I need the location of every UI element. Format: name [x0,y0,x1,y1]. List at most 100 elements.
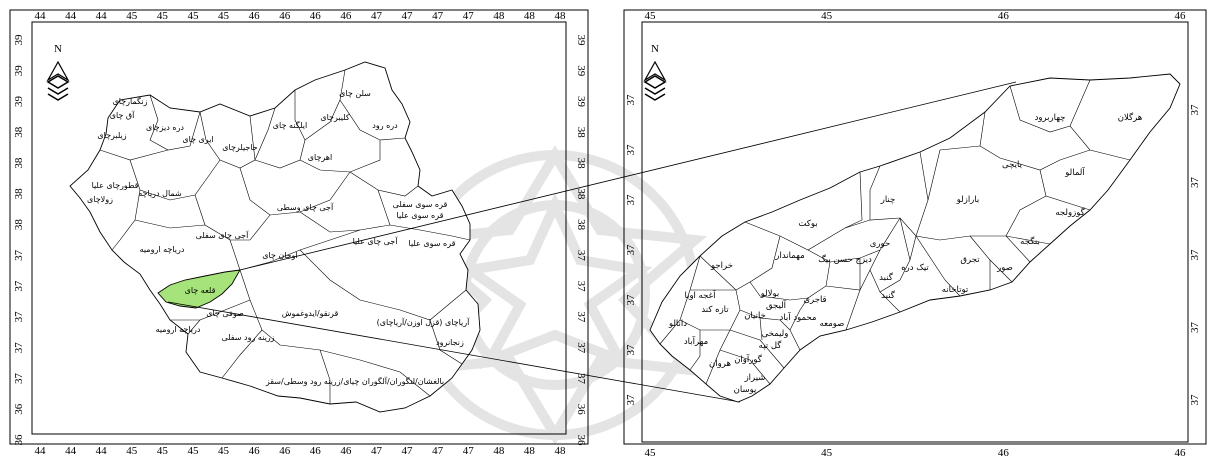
region-label: دریاچه ارومیه [156,325,201,334]
tick-label: 37 [1189,322,1201,334]
tick-label: 37 [625,394,637,406]
left-map-region-labels: زنگمارچای آق چای زیلبرچای دره دیزچای ایری چا… [87,89,470,386]
tick-label: 37 [1189,249,1201,261]
tick-label: 45 [126,10,138,22]
tick-label: 39 [13,96,25,108]
region-label: شمال دریاچه [138,189,182,198]
tick-label: 44 [35,10,47,22]
tick-label: 44 [96,445,108,457]
region-label: ایری چای [182,135,213,144]
highlighted-region-qaleh-chay [157,269,241,309]
tick-label: 38 [13,157,25,169]
tick-label: 36 [575,404,587,416]
region-label: سلن چای [339,89,371,98]
right-map-inner-frame [641,21,1189,443]
tick-label: 47 [371,10,383,22]
tick-label: 44 [65,445,77,457]
tick-label: 37 [13,342,25,354]
region-label: قره سوی سفلی [393,200,448,209]
region-label: چنار [880,195,896,205]
region-label: دره دیزچای [146,123,184,132]
right-map-left-tick-labels: 37 37 37 37 37 37 37 [625,94,637,406]
tick-label: 45 [157,445,169,457]
region-label: قره سوی علیا [409,239,456,248]
tick-label: 45 [218,10,230,22]
left-internal-boundaries [99,69,471,404]
region-label: حوری [870,239,890,249]
tick-label: 47 [402,10,414,22]
region-label: بولالو [760,289,780,299]
region-label: قرنقو/ایدوغموش [282,309,339,318]
tick-label: 45 [218,445,230,457]
tick-label: 48 [524,10,536,22]
tick-label: 37 [625,344,637,356]
tick-label: 46 [310,445,322,457]
region-label: گوزولجه [1055,207,1085,218]
tick-label: 38 [13,126,25,138]
tick-label: 37 [575,281,587,293]
tick-label: 37 [13,280,25,292]
catchment-outline [649,73,1181,403]
left-map-top-tick-labels: 44 44 44 45 45 45 45 46 46 46 46 47 47 47 47 48 48 48 [35,10,567,22]
region-label: صور [996,263,1013,273]
left-map-bottom-tick-labels: 44 44 44 45 45 45 45 46 46 46 46 47 47 47 47 48 48 48 [35,445,567,457]
north-arrow-label: N [54,43,62,55]
region-label: محمود آباد [780,311,817,323]
tick-label: 46 [249,445,261,457]
region-label: مهماندار [774,251,804,261]
right-internal-boundaries [659,79,1131,385]
region-label: بارازلو [956,195,980,205]
tick-label: 46 [279,10,291,22]
region-label: دریاچه ارومیه [140,245,185,254]
north-arrow-label-right: N [651,43,659,55]
region-label: گورآوان [734,353,763,365]
north-arrow-icon-right: N [643,43,667,101]
tick-label: 45 [126,445,138,457]
tick-label: 37 [1189,104,1201,116]
tick-label: 46 [279,445,291,457]
region-label: دره رود [372,121,398,130]
tick-label: 37 [625,244,637,256]
region-label: زیلبرچای [97,131,126,140]
region-label: گنبد [881,290,896,301]
left-map-left-tick-labels: 39 39 39 38 38 38 38 37 37 37 37 37 36 36 [13,34,25,446]
tick-label: 47 [432,10,444,22]
tick-label: 44 [65,10,77,22]
north-arrow-icon: N [46,43,70,101]
tick-label: 46 [249,10,261,22]
tick-label: 46 [1175,10,1187,22]
region-label: صومعه [820,319,845,329]
tick-label: 46 [998,10,1010,22]
tick-label: 45 [821,447,833,459]
right-map-right-tick-labels: 37 37 37 37 37 [1189,104,1201,406]
region-label: خانیان [744,311,766,321]
tick-label: 48 [493,10,505,22]
tick-label: 37 [625,94,637,106]
tick-label: 47 [402,445,414,457]
tick-label: 46 [310,10,322,22]
tick-label: 46 [340,10,352,22]
tick-label: 39 [575,96,587,108]
region-label: اهرچای [308,153,333,162]
region-label: آجی چای علیا [353,236,399,246]
region-label: آجی چای سفلی [196,230,249,240]
tick-label: 37 [575,311,587,323]
tick-label: 48 [493,445,505,457]
region-label: آق چای [110,110,135,120]
region-label: بالغشان/لنگوران/آلگوران چیای/زرینه رود و… [265,376,444,386]
tick-label: 37 [1189,177,1201,189]
region-label: آریاچای (قزل اوزن/آریاچای) [377,317,470,327]
region-label: یوسان [734,385,757,395]
region-label: یایچی [1002,160,1023,170]
tick-label: 37 [13,372,25,384]
region-label: زرینه رود سفلی [221,333,274,342]
tick-label: 36 [13,403,25,415]
tick-label: 38 [13,188,25,200]
region-label: اوجان چای [262,251,298,260]
region-label: تیک دره [901,263,929,273]
tick-label: 38 [575,188,587,200]
region-label: مهرآباد [684,335,708,347]
region-label: آجی چای وسطی [277,202,334,212]
